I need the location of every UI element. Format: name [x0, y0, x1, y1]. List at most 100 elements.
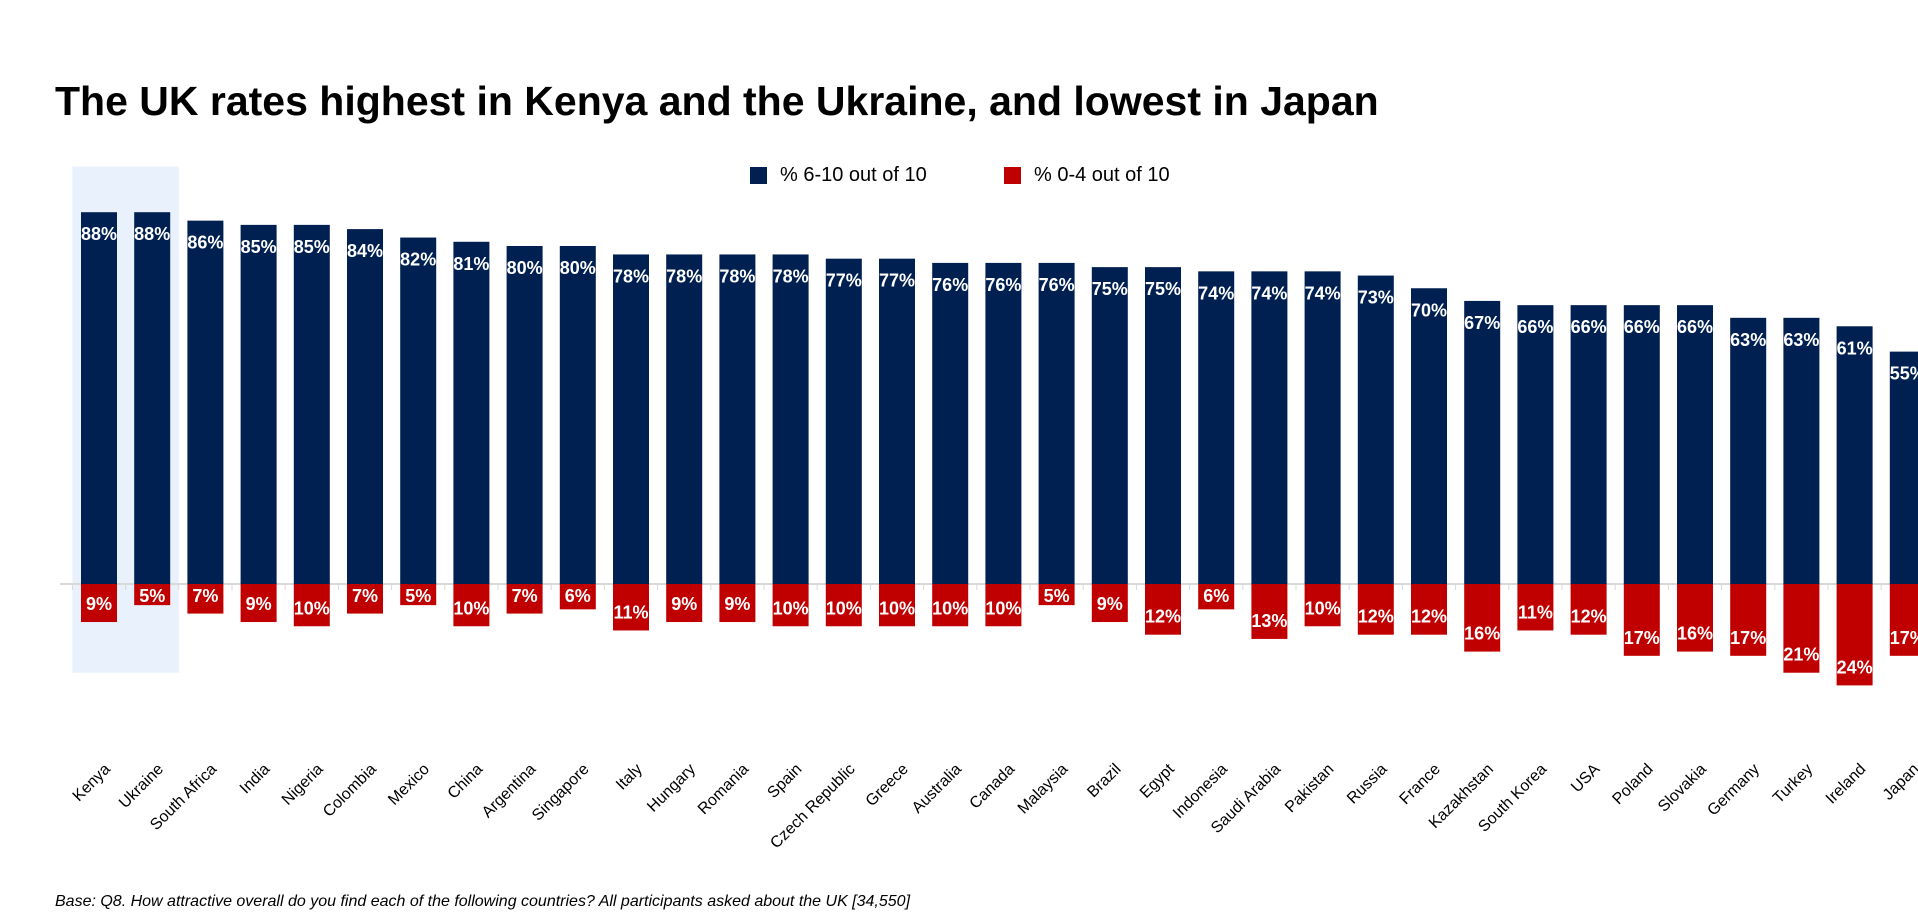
data-label-positive-czech-republic: 77% — [826, 271, 862, 291]
bar-positive-italy — [613, 254, 649, 584]
bar-negative-ukraine — [134, 584, 171, 606]
bar-negative-czech-republic — [825, 584, 862, 627]
data-label-negative-egypt: 12% — [1145, 607, 1181, 627]
data-label-negative-indonesia: 6% — [1203, 586, 1229, 606]
bar-positive-germany — [1730, 317, 1767, 584]
data-label-negative-canada: 10% — [985, 598, 1021, 618]
bar-positive-india — [240, 224, 277, 584]
legend-label-positive: % 6-10 out of 10 — [780, 164, 927, 186]
data-label-negative-australia: 10% — [932, 598, 968, 618]
data-label-positive-colombia: 84% — [347, 241, 383, 261]
category-label-poland: Poland — [1609, 761, 1656, 808]
data-label-negative-pakistan: 10% — [1305, 598, 1341, 618]
data-label-positive-romania: 78% — [719, 266, 755, 286]
data-label-negative-china: 10% — [453, 598, 489, 618]
bar-negative-kazakhstan — [1464, 584, 1501, 652]
category-label-ireland: Ireland — [1823, 761, 1870, 808]
data-label-positive-germany: 63% — [1730, 330, 1766, 350]
bar-positive-mexico — [400, 237, 437, 585]
bar-negative-pakistan — [1304, 584, 1341, 627]
bar-negative-australia — [932, 584, 969, 627]
bar-negative-argentina — [506, 584, 543, 614]
data-label-positive-japan: 55% — [1890, 364, 1918, 384]
data-label-positive-south-africa: 86% — [187, 233, 223, 253]
legend-item-positive: % 6-10 out of 10 — [750, 164, 927, 187]
data-label-positive-indonesia: 74% — [1198, 283, 1234, 303]
data-label-positive-turkey: 63% — [1783, 330, 1819, 350]
bar-positive-russia — [1357, 275, 1394, 584]
legend-swatch-positive — [750, 167, 767, 184]
data-label-negative-india: 9% — [246, 594, 272, 614]
data-label-positive-singapore: 80% — [560, 258, 596, 278]
category-label-hungary: Hungary — [644, 761, 699, 816]
data-label-positive-italy: 78% — [613, 266, 649, 286]
data-label-negative-germany: 17% — [1730, 628, 1766, 648]
bar-negative-brazil — [1091, 584, 1128, 623]
category-label-mexico: Mexico — [385, 761, 433, 809]
bar-positive-argentina — [506, 246, 543, 584]
bar-positive-ukraine — [134, 212, 171, 584]
data-label-positive-saudi-arabia: 74% — [1251, 283, 1287, 303]
bar-negative-france — [1411, 584, 1447, 635]
data-label-negative-kazakhstan: 16% — [1464, 624, 1500, 644]
category-label-russia: Russia — [1344, 761, 1391, 808]
bar-negative-india — [240, 584, 277, 623]
category-label-pakistan: Pakistan — [1282, 761, 1337, 816]
bar-positive-greece — [879, 258, 915, 584]
category-label-nigeria: Nigeria — [279, 761, 327, 809]
category-label-romania: Romania — [695, 761, 752, 818]
bar-negative-egypt — [1145, 584, 1181, 635]
bar-negative-china — [453, 584, 490, 627]
category-label-colombia: Colombia — [320, 761, 380, 821]
category-label-egypt: Egypt — [1137, 760, 1178, 801]
data-label-negative-poland: 17% — [1624, 628, 1660, 648]
data-label-negative-turkey: 21% — [1783, 645, 1819, 665]
bar-positive-south-korea — [1517, 305, 1554, 584]
bar-positive-brazil — [1091, 267, 1128, 584]
data-label-positive-argentina: 80% — [507, 258, 543, 278]
bar-positive-china — [453, 241, 490, 584]
bar-negative-slovakia — [1677, 584, 1713, 652]
category-label-germany: Germany — [1704, 761, 1763, 820]
data-label-negative-colombia: 7% — [352, 586, 378, 606]
bar-positive-kazakhstan — [1464, 300, 1501, 584]
bar-negative-poland — [1623, 584, 1660, 656]
data-label-negative-malaysia: 5% — [1044, 586, 1070, 606]
bar-positive-saudi-arabia — [1251, 271, 1288, 584]
data-label-negative-south-africa: 7% — [192, 586, 218, 606]
data-label-negative-south-korea: 11% — [1518, 602, 1553, 622]
data-label-negative-ukraine: 5% — [139, 586, 165, 606]
data-label-positive-spain: 78% — [773, 266, 809, 286]
bar-positive-turkey — [1783, 317, 1820, 584]
data-label-positive-china: 81% — [453, 254, 489, 274]
data-label-positive-kazakhstan: 67% — [1464, 313, 1500, 333]
bar-negative-south-korea — [1517, 584, 1554, 631]
data-label-negative-czech-republic: 10% — [826, 598, 862, 618]
bar-positive-usa — [1570, 305, 1607, 584]
bar-positive-romania — [719, 254, 756, 584]
bar-positive-indonesia — [1198, 271, 1235, 584]
category-label-greece: Greece — [863, 761, 912, 810]
bar-negative-germany — [1730, 584, 1767, 656]
data-label-negative-argentina: 7% — [512, 586, 538, 606]
data-label-positive-france: 70% — [1411, 300, 1447, 320]
bar-negative-singapore — [559, 584, 596, 610]
data-label-positive-greece: 77% — [879, 271, 915, 291]
category-label-usa: USA — [1568, 761, 1604, 797]
data-label-positive-mexico: 82% — [400, 250, 436, 270]
data-label-negative-singapore: 6% — [565, 586, 591, 606]
bar-positive-nigeria — [293, 224, 330, 584]
bar-negative-saudi-arabia — [1251, 584, 1288, 639]
data-label-positive-malaysia: 76% — [1039, 275, 1075, 295]
category-label-brazil: Brazil — [1084, 761, 1124, 801]
category-label-singapore: Singapore — [529, 761, 593, 825]
footnote: Base: Q8. How attractive overall do you … — [55, 893, 911, 910]
bar-negative-nigeria — [293, 584, 330, 627]
bar-negative-kenya — [81, 584, 117, 623]
bar-positive-colombia — [347, 229, 383, 584]
data-label-negative-nigeria: 10% — [294, 598, 330, 618]
legend-label-negative: % 0-4 out of 10 — [1034, 164, 1170, 186]
data-label-positive-south-korea: 66% — [1517, 317, 1553, 337]
data-label-positive-ireland: 61% — [1837, 338, 1873, 358]
data-label-negative-slovakia: 16% — [1677, 624, 1713, 644]
